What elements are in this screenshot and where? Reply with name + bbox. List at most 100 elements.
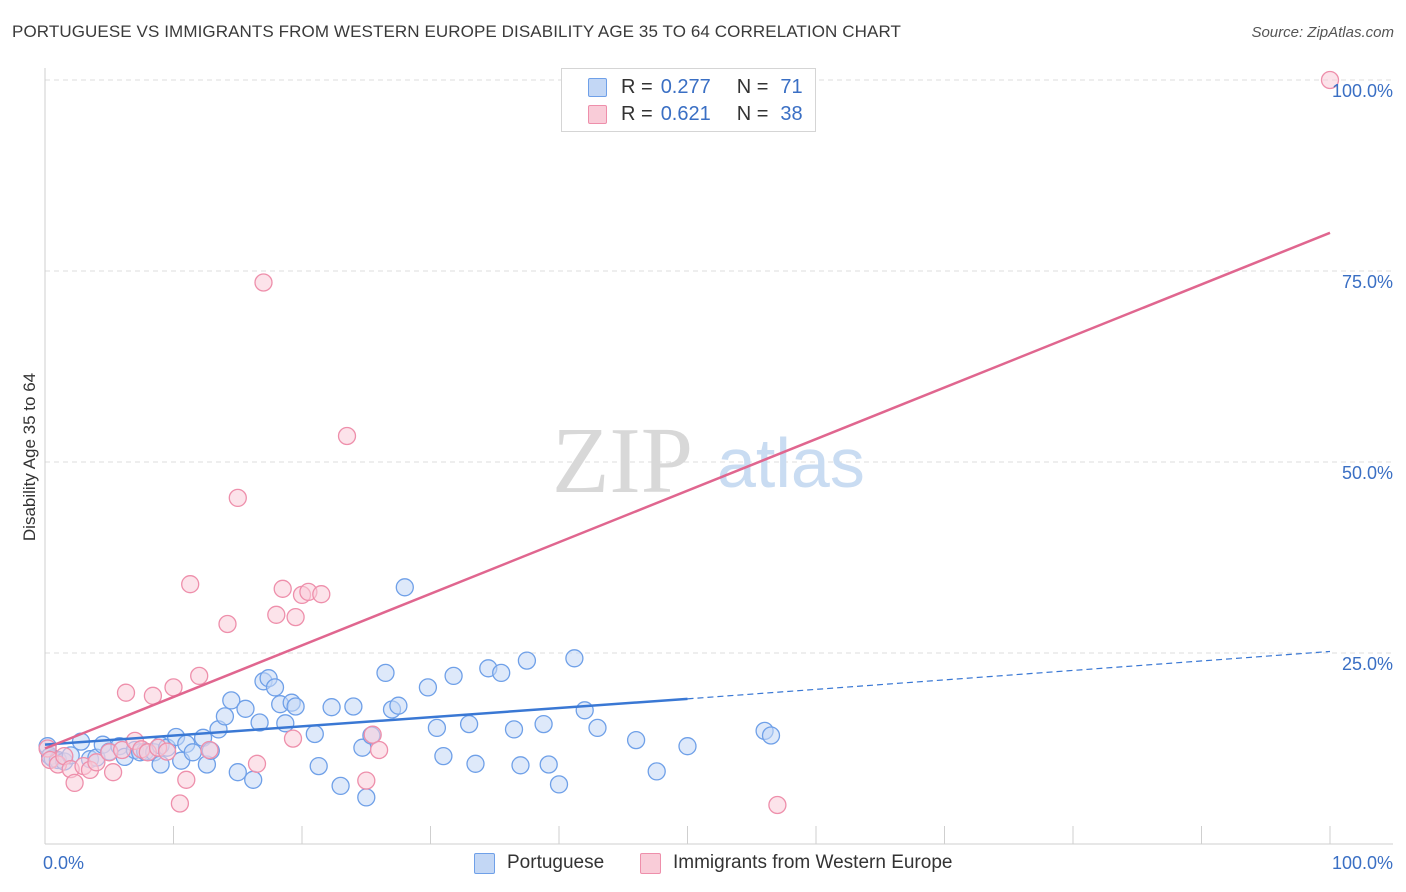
data-point (459, 714, 479, 734)
data-point (218, 614, 237, 634)
data-point (337, 426, 357, 446)
legend-r-label: R = (621, 102, 653, 125)
data-point (395, 578, 414, 597)
series-legend: Portuguese Immigrants from Western Europ… (0, 852, 1406, 876)
watermark-zip: ZIP (552, 409, 693, 513)
legend-n-value: 38 (780, 102, 803, 125)
trendlines (44, 231, 1331, 750)
data-point (309, 756, 328, 776)
data-point (466, 754, 485, 773)
data-point (626, 730, 646, 750)
data-point (434, 746, 453, 766)
data-point (244, 770, 263, 789)
data-point (181, 575, 200, 594)
x-tick-label: 0.0% (43, 853, 84, 873)
series-immigrants-western-europe (38, 70, 1340, 815)
data-point (276, 714, 295, 733)
data-point (286, 697, 305, 716)
data-point (517, 651, 537, 670)
data-point (444, 666, 463, 686)
y-tick-label: 100.0% (1332, 81, 1393, 101)
chart-title: PORTUGUESE VS IMMIGRANTS FROM WESTERN EU… (12, 22, 901, 41)
data-point (103, 763, 123, 782)
y-axis-label: Disability Age 35 to 64 (20, 372, 39, 542)
data-point (357, 771, 376, 790)
series-legend-swatch-portuguese (474, 852, 495, 874)
data-point (228, 488, 247, 508)
data-point (190, 666, 209, 686)
data-point (116, 683, 136, 702)
series-legend-immigrants: Immigrants from Western Europe (640, 852, 952, 874)
data-point (549, 775, 569, 794)
data-point (170, 794, 190, 813)
data-point (265, 678, 285, 697)
correlation-legend: R = 0.277 N = 71 R = 0.621 N = 38 (561, 68, 816, 132)
legend-r-value: 0.621 (660, 102, 711, 125)
legend-row-portuguese: R = 0.277 N = 71 (588, 74, 803, 100)
data-point (254, 273, 273, 292)
data-point (322, 698, 341, 717)
data-point (376, 663, 395, 683)
trendline-portuguese-extension (687, 650, 1331, 700)
data-point (312, 585, 331, 604)
data-point (678, 737, 697, 756)
series-legend-swatch-immigrants (640, 852, 661, 874)
watermark-atlas: atlas (717, 424, 865, 502)
data-point (565, 649, 584, 668)
gridlines (45, 79, 1393, 654)
x-tick-label: 100.0% (1332, 853, 1393, 873)
data-point (369, 740, 389, 760)
series-legend-label: Immigrants from Western Europe (673, 852, 953, 873)
data-point (331, 776, 350, 796)
data-point (575, 701, 594, 720)
tick-labels: 25.0% 50.0% 75.0% 100.0% 0.0% 100.0% (43, 81, 1393, 873)
source-label: Source: ZipAtlas.com (1251, 24, 1394, 41)
data-point (588, 718, 607, 738)
data-point (286, 607, 305, 627)
data-point (183, 743, 202, 762)
data-point (267, 605, 286, 624)
legend-row-immigrants: R = 0.621 N = 38 (588, 101, 803, 127)
data-point (200, 740, 219, 760)
axes (44, 68, 1393, 845)
data-point (647, 762, 666, 781)
data-point (177, 770, 196, 789)
legend-swatch-immigrants (588, 104, 607, 124)
legend-swatch-portuguese (588, 77, 607, 97)
data-point (761, 726, 781, 745)
series-legend-label: Portuguese (507, 852, 605, 873)
data-point (236, 699, 255, 718)
legend-r-value: 0.277 (660, 75, 711, 98)
data-point (363, 725, 382, 744)
data-point (768, 795, 787, 815)
legend-n-label: N = (736, 75, 769, 98)
trendline-portuguese (44, 697, 688, 746)
data-point (228, 763, 247, 782)
y-tick-label: 75.0% (1342, 272, 1393, 292)
series-legend-portuguese: Portuguese (474, 852, 604, 874)
data-point (511, 756, 530, 775)
data-point (534, 714, 553, 734)
legend-n-value: 71 (780, 75, 803, 98)
data-point (539, 755, 558, 774)
data-point (273, 579, 292, 598)
data-point (215, 707, 235, 726)
y-tick-label: 50.0% (1342, 463, 1393, 483)
y-tick-label: 25.0% (1342, 654, 1393, 674)
watermark: ZIP atlas (552, 409, 865, 513)
data-point (87, 753, 106, 772)
data-point (418, 678, 438, 697)
data-point (427, 718, 447, 738)
data-point (222, 691, 241, 710)
data-point (112, 740, 132, 760)
data-point (250, 713, 269, 732)
data-point (504, 720, 524, 739)
data-point (492, 663, 511, 683)
data-point (283, 729, 303, 748)
trendline-immigrants (44, 231, 1331, 750)
data-point (247, 754, 267, 773)
data-point (344, 697, 363, 716)
data-point (357, 788, 376, 807)
data-point (65, 773, 84, 793)
